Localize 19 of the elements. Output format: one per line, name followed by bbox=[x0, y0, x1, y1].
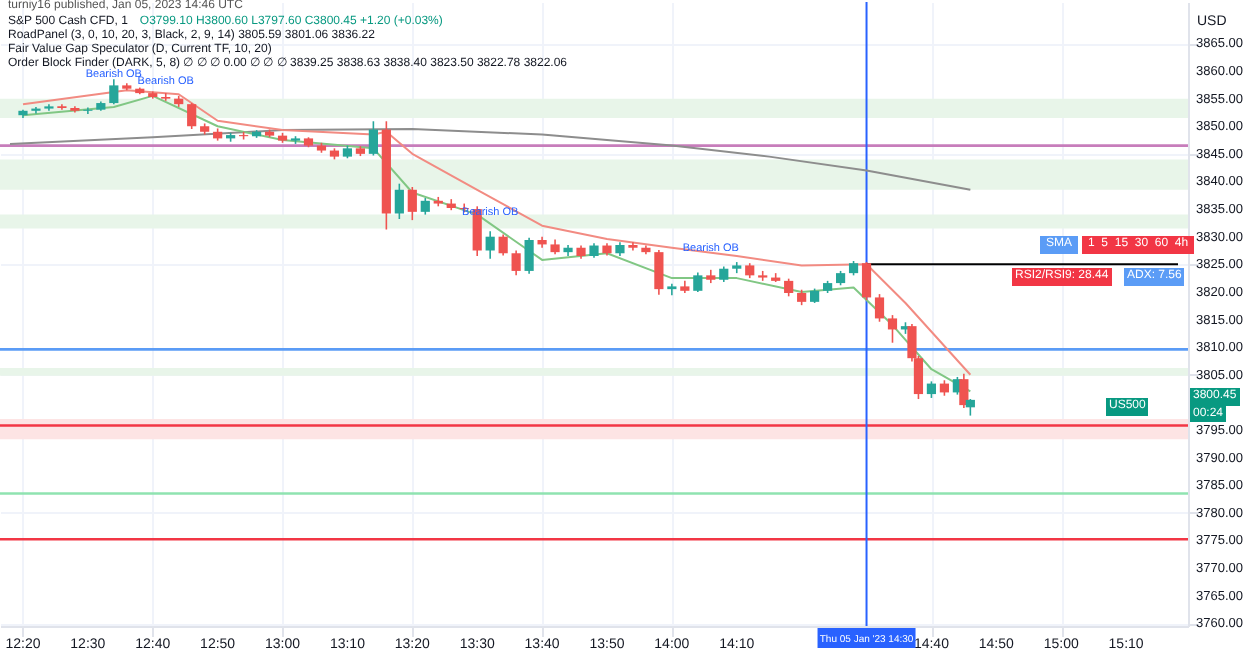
candlestick bbox=[524, 236, 534, 275]
candlestick bbox=[861, 261, 872, 301]
candlestick bbox=[485, 230, 495, 260]
candlestick bbox=[161, 92, 171, 102]
candlestick bbox=[693, 271, 703, 293]
line-series bbox=[9, 128, 972, 191]
candlestick bbox=[874, 293, 885, 323]
candlestick bbox=[407, 186, 417, 221]
candlestick bbox=[109, 78, 119, 105]
candlestick bbox=[394, 182, 404, 220]
candlestick bbox=[654, 249, 664, 296]
candlestick bbox=[498, 233, 508, 257]
candlestick bbox=[887, 314, 898, 344]
candlestick bbox=[368, 120, 378, 157]
candlestick bbox=[511, 249, 521, 277]
candlestick bbox=[187, 102, 197, 130]
candlestick bbox=[83, 106, 93, 115]
candlestick bbox=[959, 372, 969, 409]
candlestick bbox=[31, 106, 41, 115]
